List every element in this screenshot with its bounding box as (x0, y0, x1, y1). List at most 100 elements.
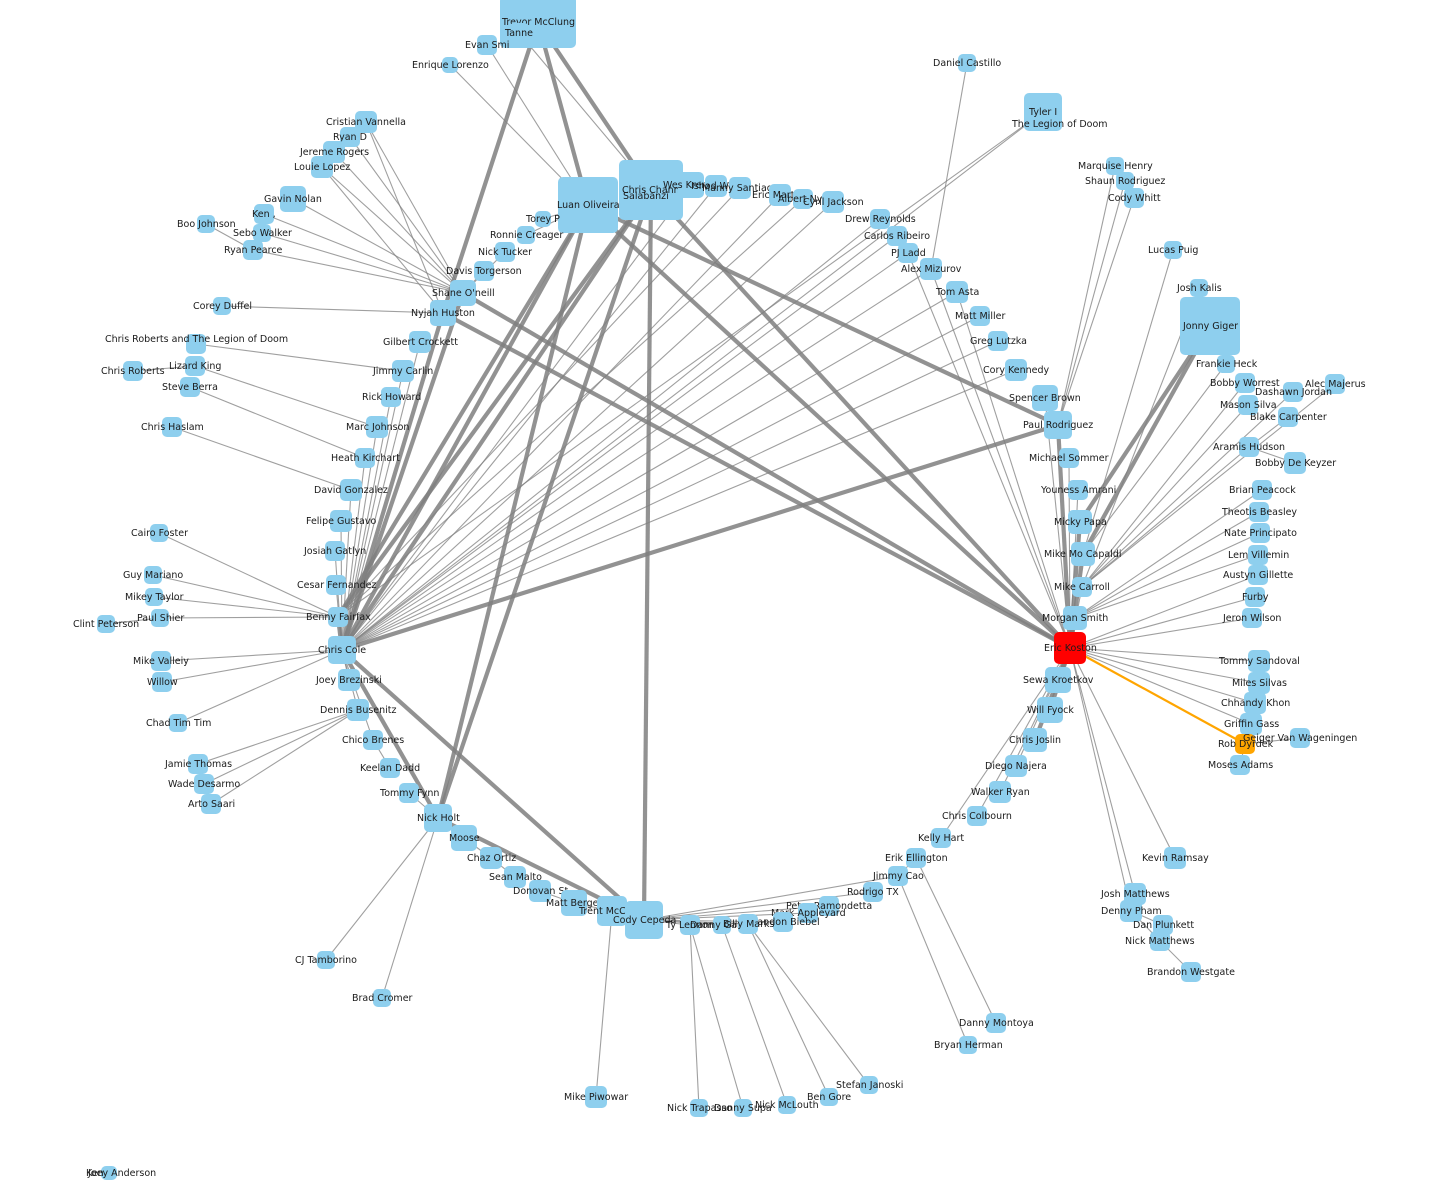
graph-node[interactable] (1116, 172, 1134, 190)
graph-node[interactable] (409, 331, 431, 353)
graph-node[interactable] (254, 204, 274, 224)
graph-node[interactable] (1235, 734, 1255, 754)
graph-node[interactable] (822, 191, 844, 213)
graph-node[interactable] (477, 35, 497, 55)
graph-node[interactable] (1071, 542, 1095, 566)
graph-node[interactable] (778, 1096, 796, 1114)
graph-node[interactable] (690, 1099, 708, 1117)
graph-node[interactable] (169, 714, 187, 732)
graph-node[interactable] (1249, 502, 1269, 522)
graph-node[interactable] (424, 804, 452, 832)
graph-node[interactable] (734, 1099, 752, 1117)
graph-node[interactable] (906, 848, 926, 868)
graph-node[interactable] (1248, 650, 1270, 672)
graph-node[interactable] (373, 989, 391, 1007)
graph-node[interactable] (1248, 565, 1268, 585)
graph-node[interactable] (188, 754, 208, 774)
graph-node[interactable] (328, 607, 348, 627)
graph-node[interactable] (529, 880, 551, 902)
graph-node[interactable] (713, 916, 731, 934)
graph-node[interactable] (1278, 407, 1298, 427)
graph-node[interactable] (1240, 713, 1262, 735)
graph-node[interactable] (1248, 672, 1270, 694)
graph-node[interactable] (1059, 448, 1079, 468)
graph-node[interactable] (1072, 577, 1092, 597)
graph-node[interactable] (317, 951, 335, 969)
graph-node[interactable] (509, 23, 529, 43)
graph-node[interactable] (1284, 452, 1306, 474)
graph-node[interactable] (986, 1013, 1006, 1033)
graph-node[interactable] (1005, 359, 1027, 381)
graph-node[interactable] (680, 915, 700, 935)
graph-node[interactable] (729, 177, 751, 199)
graph-node[interactable] (355, 111, 377, 133)
graph-node[interactable] (1239, 437, 1259, 457)
graph-node[interactable] (887, 226, 907, 246)
graph-node[interactable] (480, 847, 502, 869)
graph-node[interactable] (1150, 931, 1170, 951)
graph-node[interactable] (958, 54, 976, 72)
graph-node[interactable] (820, 1088, 838, 1106)
graph-node[interactable] (1044, 411, 1072, 439)
graph-node[interactable] (1252, 480, 1272, 500)
graph-node[interactable] (1325, 374, 1345, 394)
graph-node[interactable] (870, 209, 890, 229)
graph-node[interactable] (819, 896, 839, 916)
graph-node[interactable] (123, 361, 143, 381)
graph-node[interactable] (328, 636, 356, 664)
graph-node[interactable] (1106, 157, 1124, 175)
graph-node[interactable] (151, 651, 171, 671)
graph-node[interactable] (186, 334, 206, 354)
graph-node[interactable] (1217, 355, 1235, 373)
graph-node[interactable] (152, 672, 172, 692)
graph-node[interactable] (558, 177, 618, 233)
graph-node[interactable] (145, 588, 163, 606)
graph-node[interactable] (773, 912, 793, 932)
graph-node[interactable] (1190, 279, 1208, 297)
graph-node[interactable] (988, 331, 1008, 351)
graph-node[interactable] (1124, 188, 1144, 208)
graph-node[interactable] (1244, 692, 1266, 714)
graph-node[interactable] (363, 730, 383, 750)
graph-node[interactable] (1250, 523, 1270, 543)
graph-node[interactable] (619, 160, 683, 220)
graph-node[interactable] (474, 261, 494, 281)
graph-node[interactable] (340, 127, 360, 147)
graph-node[interactable] (504, 866, 526, 888)
graph-node[interactable] (495, 242, 515, 262)
graph-node[interactable] (253, 224, 271, 242)
graph-node[interactable] (347, 699, 369, 721)
graph-node[interactable] (366, 416, 388, 438)
graph-node[interactable] (535, 211, 551, 227)
graph-node[interactable] (1063, 606, 1087, 630)
graph-node[interactable] (1023, 728, 1047, 752)
graph-node[interactable] (625, 901, 663, 939)
graph-node[interactable] (1068, 480, 1088, 500)
graph-node[interactable] (1290, 728, 1310, 748)
graph-node[interactable] (898, 243, 918, 263)
graph-node[interactable] (1248, 545, 1268, 565)
graph-node[interactable] (678, 172, 704, 198)
graph-node[interactable] (325, 541, 345, 561)
graph-node[interactable] (1068, 510, 1092, 534)
graph-node[interactable] (959, 1036, 977, 1054)
graph-node[interactable] (1230, 755, 1250, 775)
graph-node[interactable] (243, 240, 263, 260)
graph-node[interactable] (103, 1166, 117, 1180)
graph-node[interactable] (150, 524, 168, 542)
graph-node[interactable] (1164, 847, 1186, 869)
graph-node[interactable] (1245, 587, 1265, 607)
graph-node[interactable] (1283, 382, 1303, 402)
graph-node[interactable] (451, 825, 477, 851)
graph-node[interactable] (769, 184, 791, 206)
graph-node[interactable] (97, 615, 115, 633)
graph-node[interactable] (970, 306, 990, 326)
graph-node[interactable] (399, 783, 419, 803)
graph-node[interactable] (798, 903, 818, 923)
graph-node[interactable] (144, 566, 162, 584)
graph-node[interactable] (197, 215, 215, 233)
graph-node[interactable] (860, 1076, 878, 1094)
graph-node[interactable] (597, 896, 627, 926)
graph-node[interactable] (946, 281, 968, 303)
